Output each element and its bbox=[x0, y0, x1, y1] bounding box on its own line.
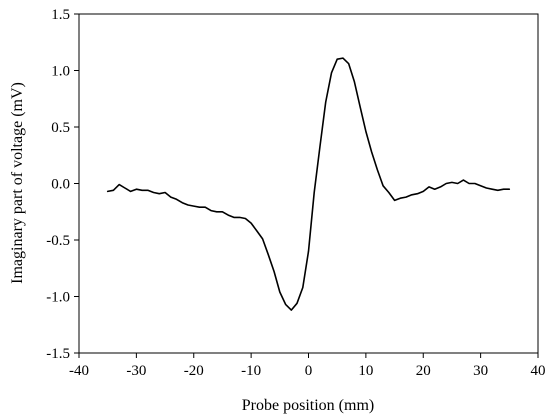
x-tick-label: -10 bbox=[241, 363, 261, 379]
y-tick-label: 1.5 bbox=[51, 7, 70, 23]
series-line bbox=[106, 57, 511, 311]
x-tick-label: -20 bbox=[184, 363, 204, 379]
series-layer bbox=[106, 57, 511, 311]
y-axis: -1.5 -1.0 -0.5 0.0 0.5 1.0 1.5 bbox=[46, 7, 79, 362]
x-tick-label: -40 bbox=[69, 363, 89, 379]
y-axis-title: Imaginary part of voltage (mV) bbox=[9, 82, 26, 284]
y-tick-label: -1.5 bbox=[46, 346, 70, 362]
y-tick-label: 0.0 bbox=[51, 177, 70, 193]
x-tick-label: 40 bbox=[531, 363, 546, 379]
x-tick-label: 0 bbox=[305, 363, 313, 379]
x-tick-label: 20 bbox=[416, 363, 431, 379]
y-tick-label: -0.5 bbox=[46, 233, 70, 249]
x-tick-label: -30 bbox=[126, 363, 146, 379]
x-axis: -40 -30 -20 -10 0 10 20 30 40 bbox=[69, 353, 546, 379]
x-tick-label: 10 bbox=[358, 363, 373, 379]
x-tick-label: 30 bbox=[473, 363, 488, 379]
y-tick-label: -1.0 bbox=[46, 290, 70, 306]
y-tick-label: 0.5 bbox=[51, 120, 70, 136]
x-axis-title: Probe position (mm) bbox=[242, 397, 374, 414]
y-tick-label: 1.0 bbox=[51, 64, 70, 80]
